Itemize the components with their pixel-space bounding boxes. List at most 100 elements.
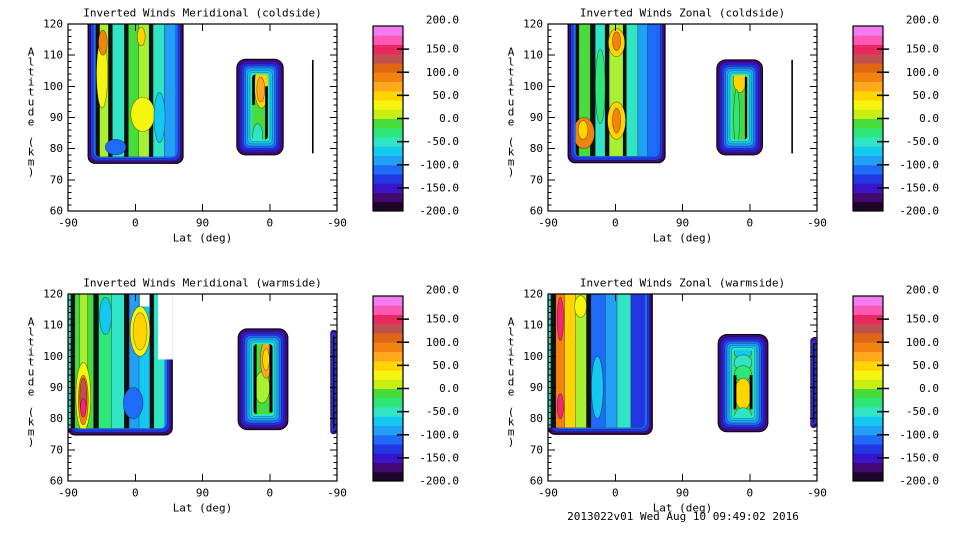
y-axis-title-char: t	[508, 86, 515, 99]
panel-title: Inverted Winds Zonal (warmside)	[580, 277, 785, 290]
contour-field	[548, 294, 817, 435]
colorbar-tick-label: -200.0	[899, 475, 939, 488]
y-axis-title-char: l	[28, 326, 35, 339]
colorbar-tick-label: 50.0	[433, 89, 460, 102]
y-axis-title-char: i	[28, 76, 35, 89]
x-tick-label: -90	[327, 217, 347, 230]
y-tick-label: 90	[50, 381, 63, 394]
colorbar-tick-label: -100.0	[419, 158, 459, 171]
y-axis-title-char: u	[28, 96, 35, 109]
y-axis-title-char: d	[508, 376, 515, 389]
y-axis-title-char: k	[508, 146, 515, 159]
colorbar-tick-label: -200.0	[419, 475, 459, 488]
axis-ticks	[547, 293, 818, 482]
y-axis-title-char: k	[28, 146, 35, 159]
y-axis-title-char: )	[28, 166, 35, 179]
y-axis-title-char: d	[28, 106, 35, 119]
y-tick-label: 70	[50, 443, 63, 456]
colorbar-tick-label: 0.0	[919, 382, 939, 395]
y-axis-title-char: i	[508, 346, 515, 359]
contour-field	[87, 24, 314, 164]
y-axis-title-char: t	[28, 336, 35, 349]
colorbar-tick-label: 50.0	[913, 89, 940, 102]
x-tick-label: 0	[612, 217, 619, 230]
y-axis-title-char: A	[508, 316, 515, 329]
y-axis-title-char: (	[508, 406, 515, 419]
y-tick-label: 60	[50, 475, 63, 488]
colorbar-tick-label: -150.0	[419, 181, 459, 194]
contour-field	[567, 24, 793, 164]
x-axis-title: Lat (deg)	[173, 232, 233, 245]
colorbar: 200.0 150.0 100.0 50.0 0.0 -50.0 -100.0 -150.0 -…	[372, 284, 459, 488]
colorbar-tick-label: -200.0	[419, 205, 459, 218]
y-tick-label: 120	[523, 18, 543, 31]
y-axis-title-char: t	[28, 86, 35, 99]
y-tick-label: 80	[50, 412, 63, 425]
colorbar-tick-label: -50.0	[906, 135, 939, 148]
x-tick-label: -90	[807, 217, 827, 230]
y-tick-label: 120	[43, 18, 63, 31]
y-tick-label: 90	[50, 111, 63, 124]
colorbar-tick-label: -150.0	[899, 451, 939, 464]
y-axis-title-char: A	[28, 46, 35, 59]
axis-ticks	[67, 23, 338, 212]
y-axis-title-char: k	[28, 416, 35, 429]
y-tick-label: 60	[50, 205, 63, 218]
colorbar-tick-label: 150.0	[906, 43, 939, 56]
colorbar-tick-label: 100.0	[906, 336, 939, 349]
x-tick-label: -90	[538, 217, 558, 230]
x-tick-label: -90	[807, 487, 827, 500]
y-axis-title-char: k	[508, 416, 515, 429]
colorbar-tick-label: 100.0	[426, 336, 459, 349]
colorbar-tick-label: 200.0	[426, 284, 459, 297]
colorbar: 200.0 150.0 100.0 50.0 0.0 -50.0 -100.0 -150.0 -…	[852, 14, 940, 218]
y-tick-label: 100	[523, 350, 543, 363]
timestamp-label: 2013022v01 Wed Aug 10 09:49:02 2016	[567, 510, 799, 523]
colorbar-tick-label: -100.0	[899, 428, 939, 441]
y-tick-label: 80	[530, 412, 543, 425]
y-axis-title-char: d	[508, 106, 515, 119]
y-axis-title-char: l	[508, 326, 515, 339]
y-axis-title-char: t	[28, 356, 35, 369]
y-tick-label: 100	[43, 350, 63, 363]
x-tick-label: 0	[746, 487, 753, 500]
colorbar-tick-label: -50.0	[426, 405, 459, 418]
y-axis-title-char: m	[508, 156, 515, 169]
panel-title: Inverted Winds Meridional (warmside)	[83, 277, 321, 290]
colorbar: 200.0 150.0 100.0 50.0 0.0 -50.0 -100.0 -150.0 -…	[372, 14, 460, 218]
colorbar-tick-label: 50.0	[913, 359, 940, 372]
colorbar-tick-label: 200.0	[906, 14, 939, 27]
x-axis-title: Lat (deg)	[653, 502, 713, 515]
y-tick-label: 70	[530, 173, 543, 186]
y-axis-title-char: m	[28, 156, 35, 169]
colorbar-tick-label: -50.0	[426, 135, 459, 148]
x-tick-label: 90	[196, 217, 209, 230]
colorbar-tick-label: 150.0	[426, 43, 459, 56]
y-axis-title-char: l	[28, 56, 35, 69]
colorbar-tick-label: 150.0	[426, 313, 459, 326]
axis-ticks	[67, 293, 338, 482]
y-axis-title-char: u	[508, 96, 515, 109]
thin-data-streak	[311, 59, 314, 154]
y-tick-label: 90	[530, 111, 543, 124]
axis-ticks	[547, 23, 818, 212]
y-axis-title-char: t	[28, 66, 35, 79]
y-tick-label: 80	[530, 142, 543, 155]
x-tick-label: -90	[58, 217, 78, 230]
x-tick-label: -90	[538, 487, 558, 500]
colorbar-tick-label: 0.0	[439, 382, 459, 395]
y-axis-title-char: )	[28, 436, 35, 449]
colorbar-tick-label: -200.0	[899, 205, 939, 218]
colorbar-tick-label: -150.0	[419, 451, 459, 464]
y-axis-title-char: i	[28, 346, 35, 359]
x-tick-label: 0	[266, 217, 273, 230]
y-axis-title-char: (	[508, 136, 515, 149]
y-axis-title-char: (	[28, 136, 35, 149]
